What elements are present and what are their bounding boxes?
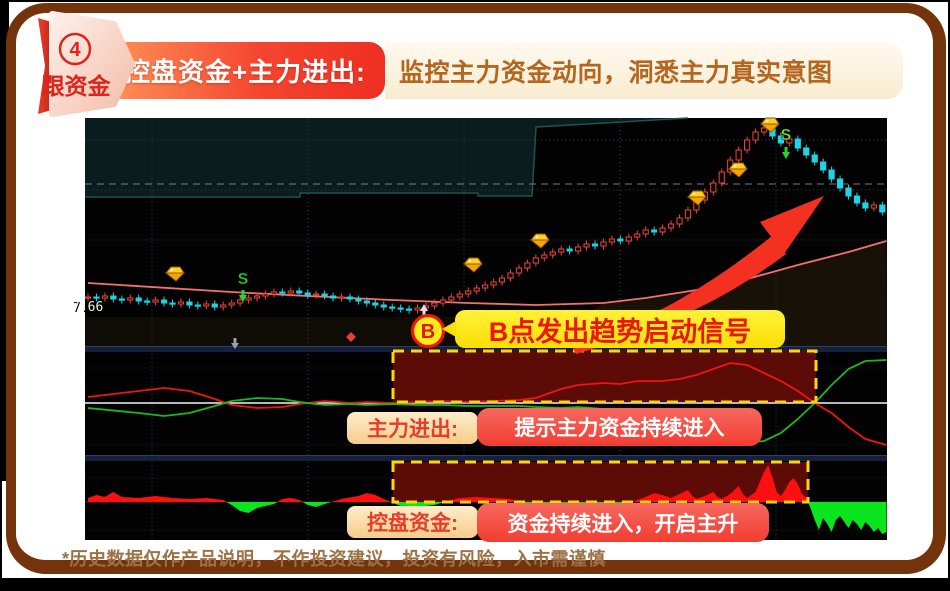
fund-control-callout: 资金持续进入，开启主升 [477, 503, 769, 542]
b-signal-text: B点发出趋势启动信号 [488, 316, 752, 347]
badge-label: 跟资金 [42, 73, 112, 99]
badge-number: 4 [69, 39, 81, 61]
disclaimer-text: *历史数据仅作产品说明，不作投资建议，投资有风险，入市需谨慎 [62, 549, 607, 569]
header-subtitle: 监控主力资金动向，洞悉主力真实意图 [399, 58, 833, 87]
background-strip-bottom [0, 578, 950, 591]
header-banner: 控盘资金+主力进出: [108, 42, 385, 99]
background-strip-left [0, 0, 9, 481]
b-signal-callout: B点发出趋势启动信号 [442, 310, 785, 348]
corner-badge: 4 跟资金 [38, 11, 135, 117]
main-force-callout: 提示主力资金持续进入 [477, 408, 762, 446]
fund-control-label: 控盘资金: [347, 506, 478, 538]
badge-number-circle [58, 32, 92, 66]
price-axis-label: 7.66 [72, 300, 104, 315]
header-subtitle-band: 监控主力资金动向，洞悉主力真实意图 [385, 42, 903, 99]
main-force-label: 主力进出: [347, 412, 478, 444]
ribbon-body [49, 11, 135, 117]
header-title: 控盘资金+主力进出: [124, 57, 366, 87]
